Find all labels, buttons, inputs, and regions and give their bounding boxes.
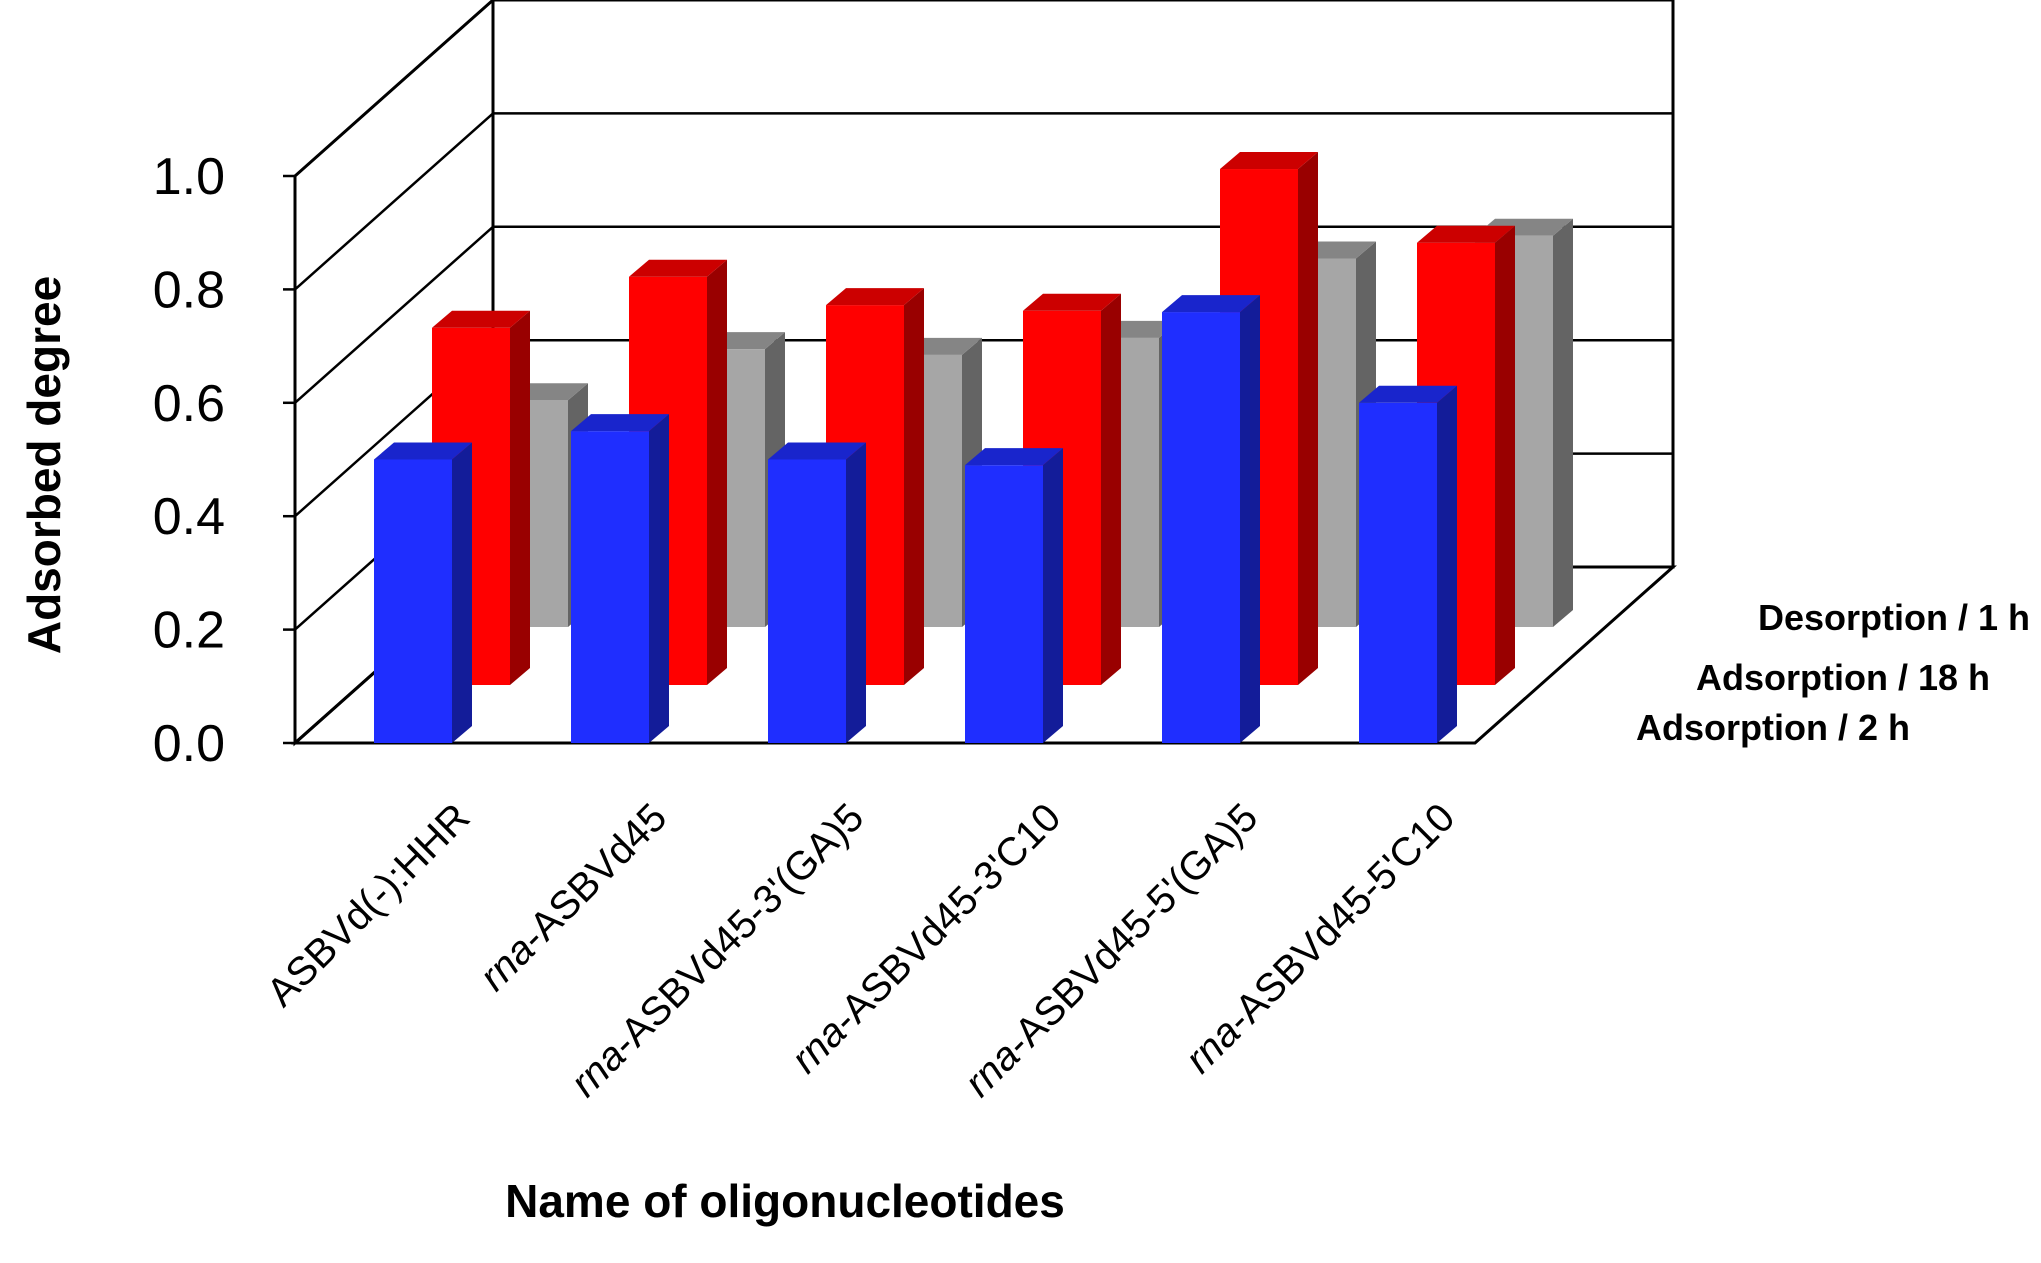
x-category-label: ASBVd(-):HHR (259, 795, 479, 1015)
x-category-label: rna-ASBVd45 (471, 795, 675, 999)
category-name: ASBVd(-):HHR (259, 795, 479, 1015)
bar-adsorption-2-h-3 (768, 442, 866, 743)
bar-front-face (965, 465, 1043, 743)
bar-top-face (1162, 295, 1260, 313)
bar-top-face (1220, 152, 1318, 170)
bar-front-face (571, 431, 649, 743)
bar-top-face (1417, 225, 1515, 243)
bar-side-face (649, 414, 669, 743)
gridline-side (294, 112, 494, 291)
bar-top-face (432, 310, 530, 328)
bar-side-face (510, 310, 530, 685)
bar-front-face (1162, 312, 1240, 743)
bar-side-face (1495, 225, 1515, 686)
y-tick-label: 0.6 (153, 375, 225, 433)
y-tick-label: 0.8 (153, 261, 225, 319)
y-axis-title: Adsorbed degree (18, 276, 70, 654)
bar-top-face (629, 259, 727, 277)
bar-adsorption-2-h-2 (571, 414, 669, 743)
bar-top-face (374, 442, 472, 460)
bar-side-face (846, 442, 866, 743)
bar-top-face (1359, 385, 1457, 403)
y-tick-label: 0.2 (153, 602, 225, 660)
bar-adsorption-2-h-6 (1359, 385, 1457, 743)
bar-side-face (1240, 295, 1260, 743)
category-name: -ASBVd45 (512, 795, 675, 958)
bar-top-face (768, 442, 866, 460)
y-tick-label: 0.4 (153, 488, 225, 546)
bar-top-face (571, 414, 669, 432)
y-tick-label: 0.0 (153, 715, 225, 773)
bar-side-face (707, 259, 727, 685)
bar-top-face (965, 448, 1063, 466)
bar-side-face (1553, 218, 1573, 627)
bar-adsorption-2-h-1 (374, 442, 472, 743)
bar-side-face (452, 442, 472, 743)
bar-front-face (1359, 402, 1437, 743)
bar-front-face (374, 459, 452, 743)
bar-adsorption-2-h-5 (1162, 295, 1260, 743)
bar-adsorption-2-h-4 (965, 448, 1063, 743)
x-axis-title: Name of oligonucleotides (505, 1175, 1065, 1227)
bar-side-face (1043, 448, 1063, 743)
bar-side-face (904, 288, 924, 685)
legend-label: Adsorption / 2 h (1636, 707, 1910, 748)
bar-side-face (1298, 152, 1318, 685)
legend-label: Desorption / 1 h (1758, 597, 2030, 638)
bar-top-face (826, 288, 924, 306)
legend-label: Adsorption / 18 h (1696, 657, 1990, 698)
y-tick-label: 1.0 (153, 148, 225, 206)
bar-front-face (768, 459, 846, 743)
bar-top-face (1023, 293, 1121, 311)
bar-side-face (1101, 293, 1121, 685)
gridline-side (294, 225, 494, 404)
gridline-side (294, 0, 494, 177)
bar-side-face (1437, 385, 1457, 743)
